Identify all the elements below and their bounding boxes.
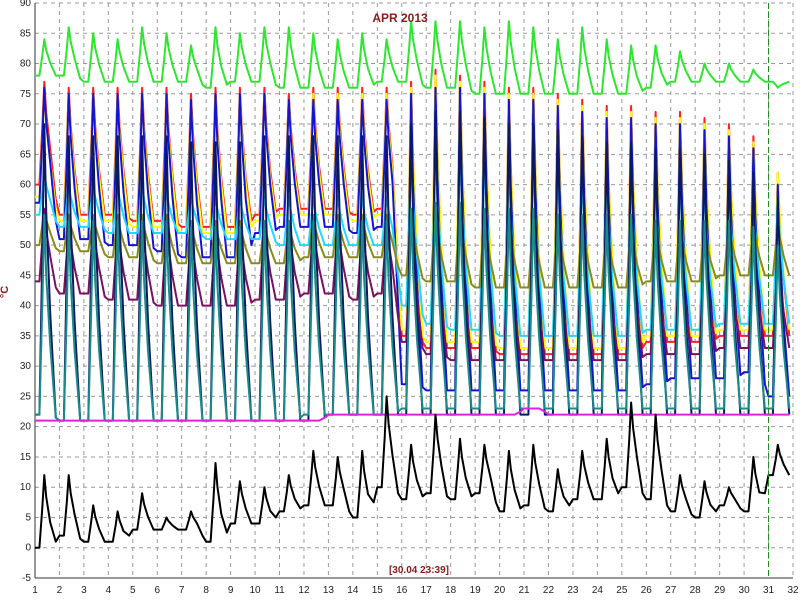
x-tick-label: 30 — [739, 585, 751, 596]
x-tick-labels: 1 2 3 4 5 6 7 8 9 10 11 12 13 14 15 16 17 18 19 20 21 22 23 24 2… — [32, 585, 799, 596]
x-tick-label: 31 — [763, 585, 775, 596]
y-tick-label: 50 — [20, 240, 32, 251]
x-tick-label: 24 — [592, 585, 604, 596]
x-tick-label: 16 — [396, 585, 408, 596]
x-tick-label: 14 — [347, 585, 359, 596]
y-tick-label: 70 — [20, 119, 32, 130]
x-tick-label: 15 — [372, 585, 384, 596]
x-tick-label: 12 — [298, 585, 310, 596]
y-tick-label: 10 — [20, 482, 32, 493]
y-tick-label: 85 — [20, 28, 32, 39]
x-tick-label: 1 — [32, 585, 38, 596]
series-line-1 — [35, 20, 790, 95]
x-tick-label: 2 — [57, 585, 63, 596]
x-tick-label: 17 — [421, 585, 433, 596]
x-tick-label: 27 — [665, 585, 677, 596]
series-line-11 — [35, 395, 791, 549]
x-tick-label: 8 — [203, 585, 209, 596]
y-tick-label: 30 — [20, 361, 32, 372]
x-tick-label: 5 — [130, 585, 136, 596]
x-tick-label: 18 — [445, 585, 457, 596]
y-tick-label: 20 — [20, 422, 32, 433]
series-line-4 — [35, 86, 791, 398]
y-tick-label: 60 — [20, 180, 32, 191]
x-tick-label: 25 — [616, 585, 628, 596]
x-tick-label: 13 — [323, 585, 335, 596]
y-tick-label: 0 — [25, 543, 31, 554]
x-tick-label: 11 — [274, 585, 285, 596]
y-tick-label: -5 — [22, 573, 31, 584]
x-tick-label: 28 — [690, 585, 702, 596]
y-tick-label: 80 — [20, 59, 32, 70]
x-tick-label: 10 — [250, 585, 262, 596]
x-tick-label: 32 — [787, 585, 799, 596]
x-tick-label: 3 — [81, 585, 87, 596]
series-line-10 — [35, 407, 790, 422]
x-tick-label: 19 — [470, 585, 482, 596]
axes — [34, 3, 793, 579]
y-tick-label: 25 — [20, 391, 32, 402]
x-tick-label: 6 — [154, 585, 160, 596]
x-tick-label: 7 — [179, 585, 185, 596]
y-tick-label: 90 — [20, 0, 32, 9]
x-tick-label: 26 — [641, 585, 653, 596]
chart-title: APR 2013 — [372, 11, 428, 25]
y-tick-label: 15 — [20, 452, 32, 463]
y-tick-label: 35 — [20, 331, 32, 342]
y-axis-label: °C — [0, 286, 11, 298]
timestamp-label: [30.04 23:39] — [389, 565, 449, 576]
y-tick-label: 65 — [20, 149, 32, 160]
y-tick-label: 5 — [25, 512, 31, 523]
x-tick-label: 9 — [228, 585, 234, 596]
x-tick-label: 22 — [543, 585, 555, 596]
x-tick-label: 29 — [714, 585, 726, 596]
y-tick-label: 55 — [20, 210, 32, 221]
y-tick-labels: -5 0 5 10 15 20 25 30 35 40 45 50 55 60 65 70 75 80 85 90 — [20, 0, 32, 584]
y-tick-label: 40 — [20, 301, 32, 312]
series-lines — [35, 20, 791, 549]
x-tick-label: 20 — [494, 585, 506, 596]
y-tick-label: 45 — [20, 270, 32, 281]
x-tick-label: 4 — [106, 585, 112, 596]
y-tick-label: 75 — [20, 89, 32, 100]
x-tick-label: 21 — [518, 585, 530, 596]
x-tick-label: 23 — [567, 585, 579, 596]
